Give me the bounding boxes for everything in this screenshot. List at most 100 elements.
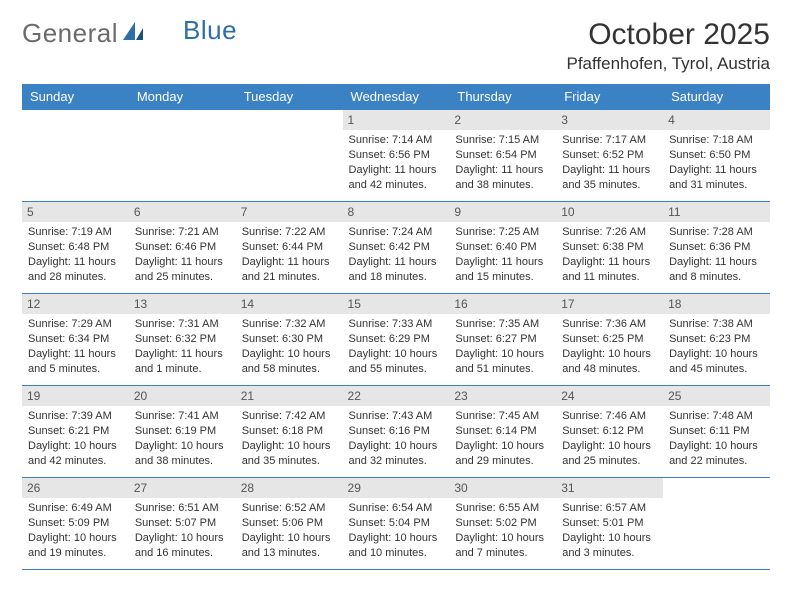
sunset-text: Sunset: 6:14 PM xyxy=(455,424,550,439)
sunrise-text: Sunrise: 7:48 AM xyxy=(669,409,764,424)
daylight-text: Daylight: 11 hours and 18 minutes. xyxy=(349,255,444,285)
calendar-cell: 8Sunrise: 7:24 AMSunset: 6:42 PMDaylight… xyxy=(343,202,450,294)
day-number: 5 xyxy=(22,202,129,222)
calendar-cell xyxy=(22,110,129,202)
daylight-text: Daylight: 10 hours and 42 minutes. xyxy=(28,439,123,469)
logo-text-2: Blue xyxy=(183,15,237,46)
sunset-text: Sunset: 6:21 PM xyxy=(28,424,123,439)
sunrise-text: Sunrise: 6:51 AM xyxy=(135,501,230,516)
day-number: 21 xyxy=(236,386,343,406)
sunset-text: Sunset: 6:38 PM xyxy=(562,240,657,255)
day-number: 22 xyxy=(343,386,450,406)
daylight-text: Daylight: 11 hours and 42 minutes. xyxy=(349,163,444,193)
calendar-cell: 5Sunrise: 7:19 AMSunset: 6:48 PMDaylight… xyxy=(22,202,129,294)
logo: General Blue xyxy=(22,18,237,49)
sunset-text: Sunset: 6:50 PM xyxy=(669,148,764,163)
daylight-text: Daylight: 10 hours and 35 minutes. xyxy=(242,439,337,469)
day-number: 6 xyxy=(129,202,236,222)
day-number: 20 xyxy=(129,386,236,406)
sunset-text: Sunset: 5:02 PM xyxy=(455,516,550,531)
sunrise-text: Sunrise: 7:31 AM xyxy=(135,317,230,332)
sunset-text: Sunset: 6:16 PM xyxy=(349,424,444,439)
daylight-text: Daylight: 11 hours and 8 minutes. xyxy=(669,255,764,285)
calendar-week-row: 1Sunrise: 7:14 AMSunset: 6:56 PMDaylight… xyxy=(22,110,770,202)
daylight-text: Daylight: 10 hours and 58 minutes. xyxy=(242,347,337,377)
day-number: 10 xyxy=(556,202,663,222)
day-number: 17 xyxy=(556,294,663,314)
daylight-text: Daylight: 11 hours and 25 minutes. xyxy=(135,255,230,285)
daylight-text: Daylight: 10 hours and 22 minutes. xyxy=(669,439,764,469)
calendar-cell: 21Sunrise: 7:42 AMSunset: 6:18 PMDayligh… xyxy=(236,386,343,478)
sunrise-text: Sunrise: 7:35 AM xyxy=(455,317,550,332)
calendar-cell: 26Sunrise: 6:49 AMSunset: 5:09 PMDayligh… xyxy=(22,478,129,570)
day-number: 26 xyxy=(22,478,129,498)
day-header: Tuesday xyxy=(236,84,343,110)
daylight-text: Daylight: 11 hours and 11 minutes. xyxy=(562,255,657,285)
day-number: 30 xyxy=(449,478,556,498)
sunset-text: Sunset: 6:52 PM xyxy=(562,148,657,163)
calendar-cell: 16Sunrise: 7:35 AMSunset: 6:27 PMDayligh… xyxy=(449,294,556,386)
daylight-text: Daylight: 10 hours and 45 minutes. xyxy=(669,347,764,377)
logo-text-1: General xyxy=(22,18,118,49)
day-number: 25 xyxy=(663,386,770,406)
sunrise-text: Sunrise: 7:18 AM xyxy=(669,133,764,148)
calendar-table: SundayMondayTuesdayWednesdayThursdayFrid… xyxy=(22,84,770,570)
day-number: 29 xyxy=(343,478,450,498)
day-number: 9 xyxy=(449,202,556,222)
day-number: 23 xyxy=(449,386,556,406)
calendar-cell: 6Sunrise: 7:21 AMSunset: 6:46 PMDaylight… xyxy=(129,202,236,294)
day-number: 12 xyxy=(22,294,129,314)
sunset-text: Sunset: 5:06 PM xyxy=(242,516,337,531)
day-number: 8 xyxy=(343,202,450,222)
calendar-cell xyxy=(236,110,343,202)
sunset-text: Sunset: 6:23 PM xyxy=(669,332,764,347)
daylight-text: Daylight: 10 hours and 55 minutes. xyxy=(349,347,444,377)
calendar-cell: 30Sunrise: 6:55 AMSunset: 5:02 PMDayligh… xyxy=(449,478,556,570)
calendar-header-row: SundayMondayTuesdayWednesdayThursdayFrid… xyxy=(22,84,770,110)
sunrise-text: Sunrise: 7:29 AM xyxy=(28,317,123,332)
sunrise-text: Sunrise: 7:38 AM xyxy=(669,317,764,332)
sunrise-text: Sunrise: 6:55 AM xyxy=(455,501,550,516)
calendar-cell: 1Sunrise: 7:14 AMSunset: 6:56 PMDaylight… xyxy=(343,110,450,202)
calendar-week-row: 12Sunrise: 7:29 AMSunset: 6:34 PMDayligh… xyxy=(22,294,770,386)
sunset-text: Sunset: 6:30 PM xyxy=(242,332,337,347)
calendar-cell: 14Sunrise: 7:32 AMSunset: 6:30 PMDayligh… xyxy=(236,294,343,386)
sunset-text: Sunset: 6:40 PM xyxy=(455,240,550,255)
daylight-text: Daylight: 11 hours and 38 minutes. xyxy=(455,163,550,193)
calendar-cell: 24Sunrise: 7:46 AMSunset: 6:12 PMDayligh… xyxy=(556,386,663,478)
daylight-text: Daylight: 10 hours and 32 minutes. xyxy=(349,439,444,469)
day-number: 15 xyxy=(343,294,450,314)
sunset-text: Sunset: 6:11 PM xyxy=(669,424,764,439)
sunrise-text: Sunrise: 7:33 AM xyxy=(349,317,444,332)
calendar-cell: 23Sunrise: 7:45 AMSunset: 6:14 PMDayligh… xyxy=(449,386,556,478)
daylight-text: Daylight: 11 hours and 15 minutes. xyxy=(455,255,550,285)
sunrise-text: Sunrise: 6:57 AM xyxy=(562,501,657,516)
logo-sail-icon xyxy=(121,18,147,49)
day-header: Wednesday xyxy=(343,84,450,110)
day-number: 2 xyxy=(449,110,556,130)
sunrise-text: Sunrise: 7:45 AM xyxy=(455,409,550,424)
sunset-text: Sunset: 6:54 PM xyxy=(455,148,550,163)
calendar-cell: 9Sunrise: 7:25 AMSunset: 6:40 PMDaylight… xyxy=(449,202,556,294)
day-header: Thursday xyxy=(449,84,556,110)
daylight-text: Daylight: 10 hours and 13 minutes. xyxy=(242,531,337,561)
day-number: 27 xyxy=(129,478,236,498)
sunset-text: Sunset: 6:42 PM xyxy=(349,240,444,255)
calendar-cell: 25 Sunrise: 7:48 AMSunset: 6:11 PMDayligh… xyxy=(663,386,770,478)
day-number: 11 xyxy=(663,202,770,222)
sunrise-text: Sunrise: 7:21 AM xyxy=(135,225,230,240)
day-number: 28 xyxy=(236,478,343,498)
daylight-text: Daylight: 10 hours and 3 minutes. xyxy=(562,531,657,561)
title-block: October 2025 Pfaffenhofen, Tyrol, Austri… xyxy=(566,18,770,74)
calendar-cell: 19Sunrise: 7:39 AMSunset: 6:21 PMDayligh… xyxy=(22,386,129,478)
sunrise-text: Sunrise: 7:22 AM xyxy=(242,225,337,240)
calendar-cell: 12Sunrise: 7:29 AMSunset: 6:34 PMDayligh… xyxy=(22,294,129,386)
day-number: 14 xyxy=(236,294,343,314)
calendar-week-row: 5Sunrise: 7:19 AMSunset: 6:48 PMDaylight… xyxy=(22,202,770,294)
day-number: 1 xyxy=(343,110,450,130)
daylight-text: Daylight: 11 hours and 35 minutes. xyxy=(562,163,657,193)
sunset-text: Sunset: 5:04 PM xyxy=(349,516,444,531)
sunrise-text: Sunrise: 7:14 AM xyxy=(349,133,444,148)
calendar-cell: 17Sunrise: 7:36 AMSunset: 6:25 PMDayligh… xyxy=(556,294,663,386)
day-number: 31 xyxy=(556,478,663,498)
